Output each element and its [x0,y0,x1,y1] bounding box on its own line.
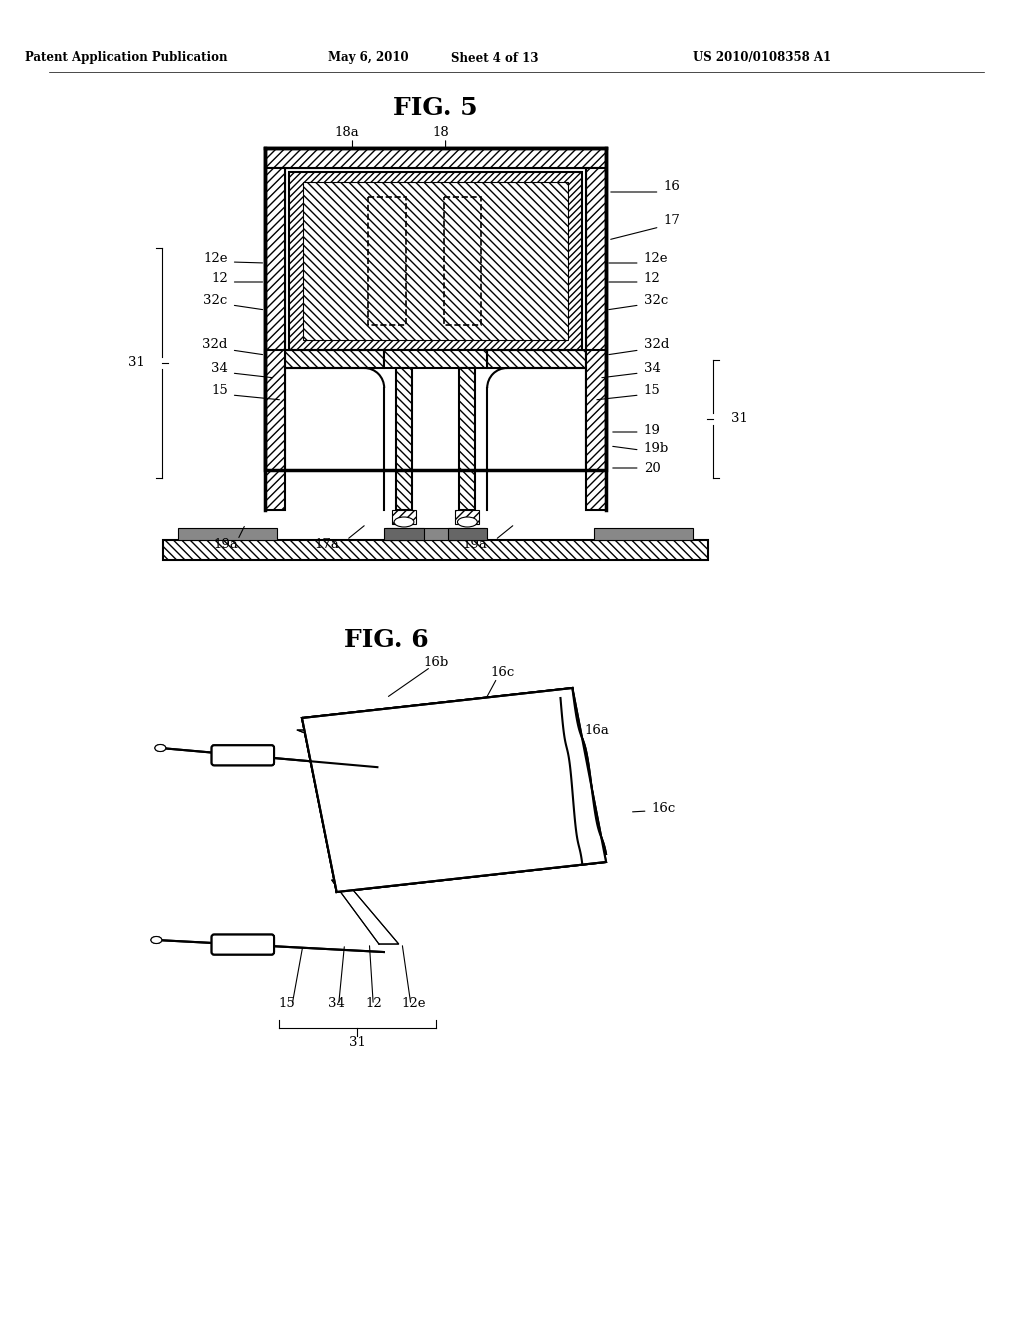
Text: 16c: 16c [651,801,676,814]
Bar [384,350,487,368]
Bar [303,182,568,341]
Bar [392,510,416,524]
Text: 19a: 19a [213,539,239,552]
Bar [265,350,285,510]
Polygon shape [297,730,392,759]
Ellipse shape [151,936,162,944]
Text: 16c: 16c [490,665,515,678]
Text: 12: 12 [211,272,227,285]
Bar [265,148,606,470]
Bar [460,368,475,510]
Ellipse shape [394,517,414,527]
Bar [369,197,406,325]
Text: 32c: 32c [644,293,668,306]
Text: 18: 18 [432,125,449,139]
Text: 12e: 12e [203,252,227,264]
Text: Sheet 4 of 13: Sheet 4 of 13 [452,51,539,65]
Text: 16b: 16b [423,656,449,668]
Bar [447,528,487,540]
Text: 19: 19 [644,424,660,437]
Bar [386,528,485,540]
Ellipse shape [151,936,162,944]
Polygon shape [302,688,606,892]
Text: 17a: 17a [314,539,339,552]
Text: 17: 17 [664,214,680,227]
FancyBboxPatch shape [212,746,274,766]
Text: Patent Application Publication: Patent Application Publication [26,51,228,65]
Text: 12e: 12e [644,252,669,264]
Polygon shape [332,880,398,944]
Bar [178,528,278,540]
Ellipse shape [155,744,166,751]
Bar [265,148,606,168]
Text: 18a: 18a [334,125,359,139]
Bar [396,368,412,510]
Text: 15: 15 [279,997,296,1010]
Ellipse shape [458,517,477,527]
Bar [289,172,583,350]
Text: 31: 31 [731,412,748,425]
Bar [163,540,708,560]
Bar [285,350,384,368]
Text: 31: 31 [349,1035,366,1048]
Bar [303,182,568,341]
Text: 34: 34 [211,362,227,375]
Text: 12e: 12e [401,997,426,1010]
Text: 20: 20 [644,462,660,474]
Text: US 2010/0108358 A1: US 2010/0108358 A1 [693,51,831,65]
Text: 19a: 19a [463,539,487,552]
Text: FIG. 6: FIG. 6 [344,628,428,652]
FancyBboxPatch shape [212,935,274,954]
Bar [443,197,481,325]
Bar [487,350,586,368]
Text: 34: 34 [644,362,660,375]
Bar [594,528,693,540]
Text: 32d: 32d [644,338,669,351]
FancyBboxPatch shape [212,935,274,954]
Bar [586,350,606,510]
Polygon shape [302,688,606,892]
Ellipse shape [155,744,166,751]
Text: 32d: 32d [203,338,227,351]
Text: 15: 15 [644,384,660,396]
Text: 16a: 16a [585,723,609,737]
Bar [265,168,285,470]
Text: 12: 12 [644,272,660,285]
Text: 31: 31 [128,356,144,370]
Text: 34: 34 [329,997,345,1010]
Text: 16: 16 [664,180,680,193]
Text: May 6, 2010: May 6, 2010 [328,51,409,65]
Text: 15: 15 [211,384,227,396]
Text: 19b: 19b [644,441,669,454]
Bar [586,168,606,470]
Bar [456,510,479,524]
Bar [384,528,424,540]
FancyBboxPatch shape [212,746,274,766]
Text: FIG. 5: FIG. 5 [393,96,478,120]
Text: 12: 12 [366,997,383,1010]
Text: 32c: 32c [204,293,227,306]
